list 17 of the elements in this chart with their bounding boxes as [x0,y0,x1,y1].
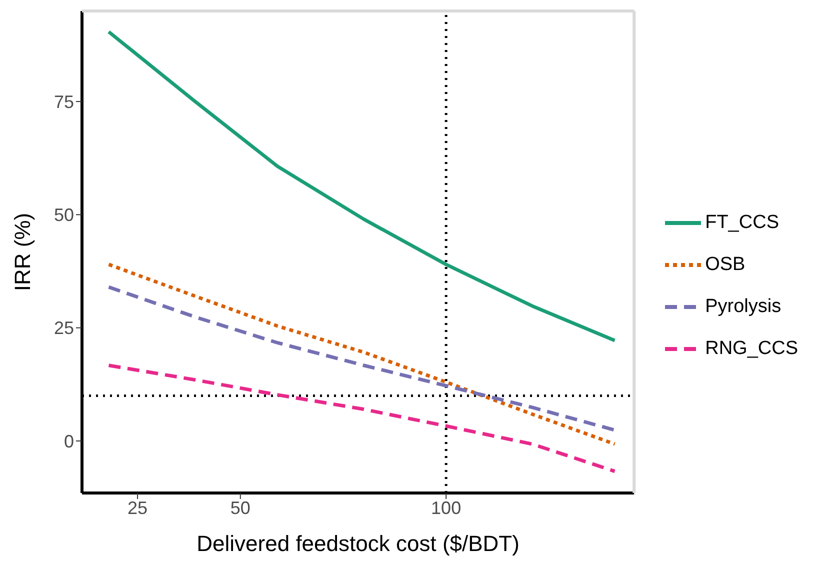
y-tick-label: 25 [54,318,74,338]
line-series [106,262,617,446]
y-tick-label: 75 [54,92,74,112]
legend-label: RNG_CCS [705,338,798,360]
line-series [106,364,617,474]
x-tick-label: 50 [230,498,250,518]
legend-label: Pyrolysis [705,296,782,318]
legend-label: OSB [705,254,746,276]
line-series [106,285,617,432]
y-tick-label: 50 [54,205,74,226]
y-axis-title: IRR (%) [10,212,35,292]
x-tick-label: 25 [128,498,148,518]
x-axis-title: Delivered feedstock cost ($/BDT) [196,531,520,556]
y-tick-label: 0 [64,431,74,452]
legend-label: FT_CCS [705,212,779,234]
line-series [106,30,617,342]
x-tick-label: 100 [431,498,462,518]
